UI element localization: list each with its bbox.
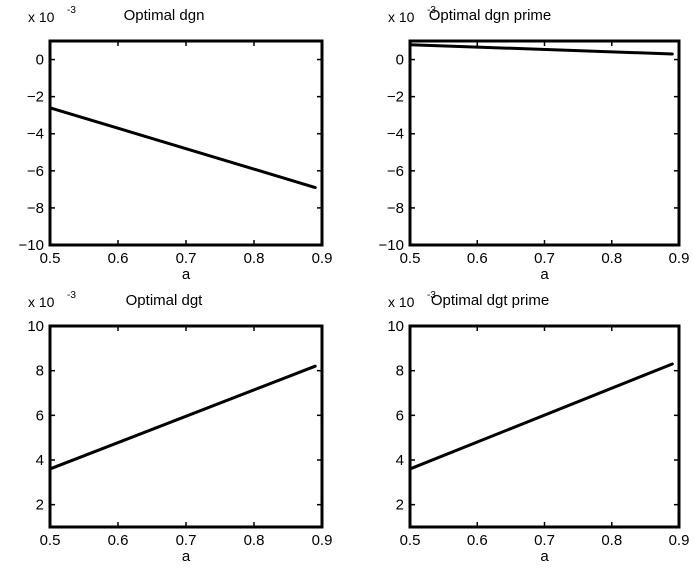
y-tick-label: 0 [396, 52, 404, 69]
series-line [48, 364, 317, 471]
x-tick-label: 0.8 [601, 532, 622, 549]
y-multiplier-exponent: -3 [67, 290, 76, 301]
y-tick-label: −8 [387, 200, 404, 217]
y-tick-label: −2 [27, 89, 44, 106]
y-tick-label: 2 [396, 497, 404, 514]
axes-frame [48, 39, 324, 247]
x-tick-label: 0.7 [534, 532, 555, 549]
axes-frame [48, 324, 324, 529]
y-multiplier-exponent: -3 [67, 5, 76, 16]
y-multiplier-exponent: -3 [427, 5, 436, 16]
axes-frame [408, 324, 681, 529]
x-tick-label: 0.9 [312, 250, 333, 267]
subplot-optimal-dgn: 0.5 0.6 0.7 0.8 0.9 −10 −8 −6 −4 −2 0 Optimal dgn x … [19, 5, 333, 283]
y-tick-label: 6 [36, 407, 44, 424]
y-tick-label: −4 [27, 126, 44, 143]
y-tick-label: −2 [387, 89, 404, 106]
x-tick-label: 0.7 [176, 532, 197, 549]
subplot-optimal-dgt: 0.5 0.6 0.7 0.8 0.9 2 4 6 8 10 Optimal dgt x 10 -3 a [27, 290, 332, 565]
x-axis-label: a [540, 266, 549, 283]
x-axis-label: a [182, 266, 191, 283]
axes-frame [408, 39, 681, 247]
x-tick-label: 0.5 [400, 532, 421, 549]
y-tick-label: 0 [36, 52, 44, 69]
subplot-title: Optimal dgn [124, 7, 205, 24]
x-tick-label: 0.8 [244, 250, 265, 267]
subplot-optimal-dgn-prime: 0.5 0.6 0.7 0.8 0.9 −10 −8 −6 −4 −2 0 Optimal dgn p… [379, 5, 690, 283]
x-tick-label: 0.9 [669, 250, 690, 267]
y-multiplier-exponent: -3 [427, 290, 436, 301]
y-multiplier: x 10 [388, 294, 415, 310]
x-tick-label: 0.6 [108, 250, 129, 267]
y-tick-label: −6 [387, 163, 404, 180]
x-tick-label: 0.7 [534, 250, 555, 267]
series-line [408, 43, 674, 56]
series-line [408, 362, 674, 471]
subplot-optimal-dgt-prime: 0.5 0.6 0.7 0.8 0.9 2 4 6 8 10 Optimal dgt prime x … [387, 290, 689, 565]
y-tick-label: −4 [387, 126, 404, 143]
y-tick-label: 6 [396, 407, 404, 424]
x-tick-label: 0.5 [400, 250, 421, 267]
x-tick-label: 0.5 [40, 532, 61, 549]
x-tick-label: 0.6 [108, 532, 129, 549]
subplot-title: Optimal dgt prime [431, 292, 549, 309]
subplot-title: Optimal dgt [126, 292, 204, 309]
x-tick-label: 0.8 [601, 250, 622, 267]
series-line [48, 106, 317, 190]
y-tick-label: 4 [36, 452, 44, 469]
y-tick-label: −10 [19, 237, 44, 254]
y-tick-label: −8 [27, 200, 44, 217]
y-tick-label: 4 [396, 452, 404, 469]
x-tick-label: 0.8 [244, 532, 265, 549]
x-tick-label: 0.9 [669, 532, 690, 549]
x-tick-label: 0.7 [176, 250, 197, 267]
y-multiplier: x 10 [388, 9, 415, 25]
y-tick-label: 2 [36, 497, 44, 514]
y-tick-label: −10 [379, 237, 404, 254]
x-tick-label: 0.9 [312, 532, 333, 549]
x-tick-label: 0.6 [467, 532, 488, 549]
y-tick-label: 10 [387, 318, 404, 335]
y-tick-label: −6 [27, 163, 44, 180]
x-tick-label: 0.5 [40, 250, 61, 267]
subplot-title: Optimal dgn prime [429, 7, 552, 24]
y-tick-label: 8 [36, 363, 44, 380]
y-multiplier: x 10 [28, 294, 55, 310]
y-tick-label: 8 [396, 363, 404, 380]
y-multiplier: x 10 [28, 9, 55, 25]
y-tick-label: 10 [27, 318, 44, 335]
x-axis-label: a [540, 548, 549, 565]
x-axis-label: a [182, 548, 191, 565]
x-tick-label: 0.6 [467, 250, 488, 267]
